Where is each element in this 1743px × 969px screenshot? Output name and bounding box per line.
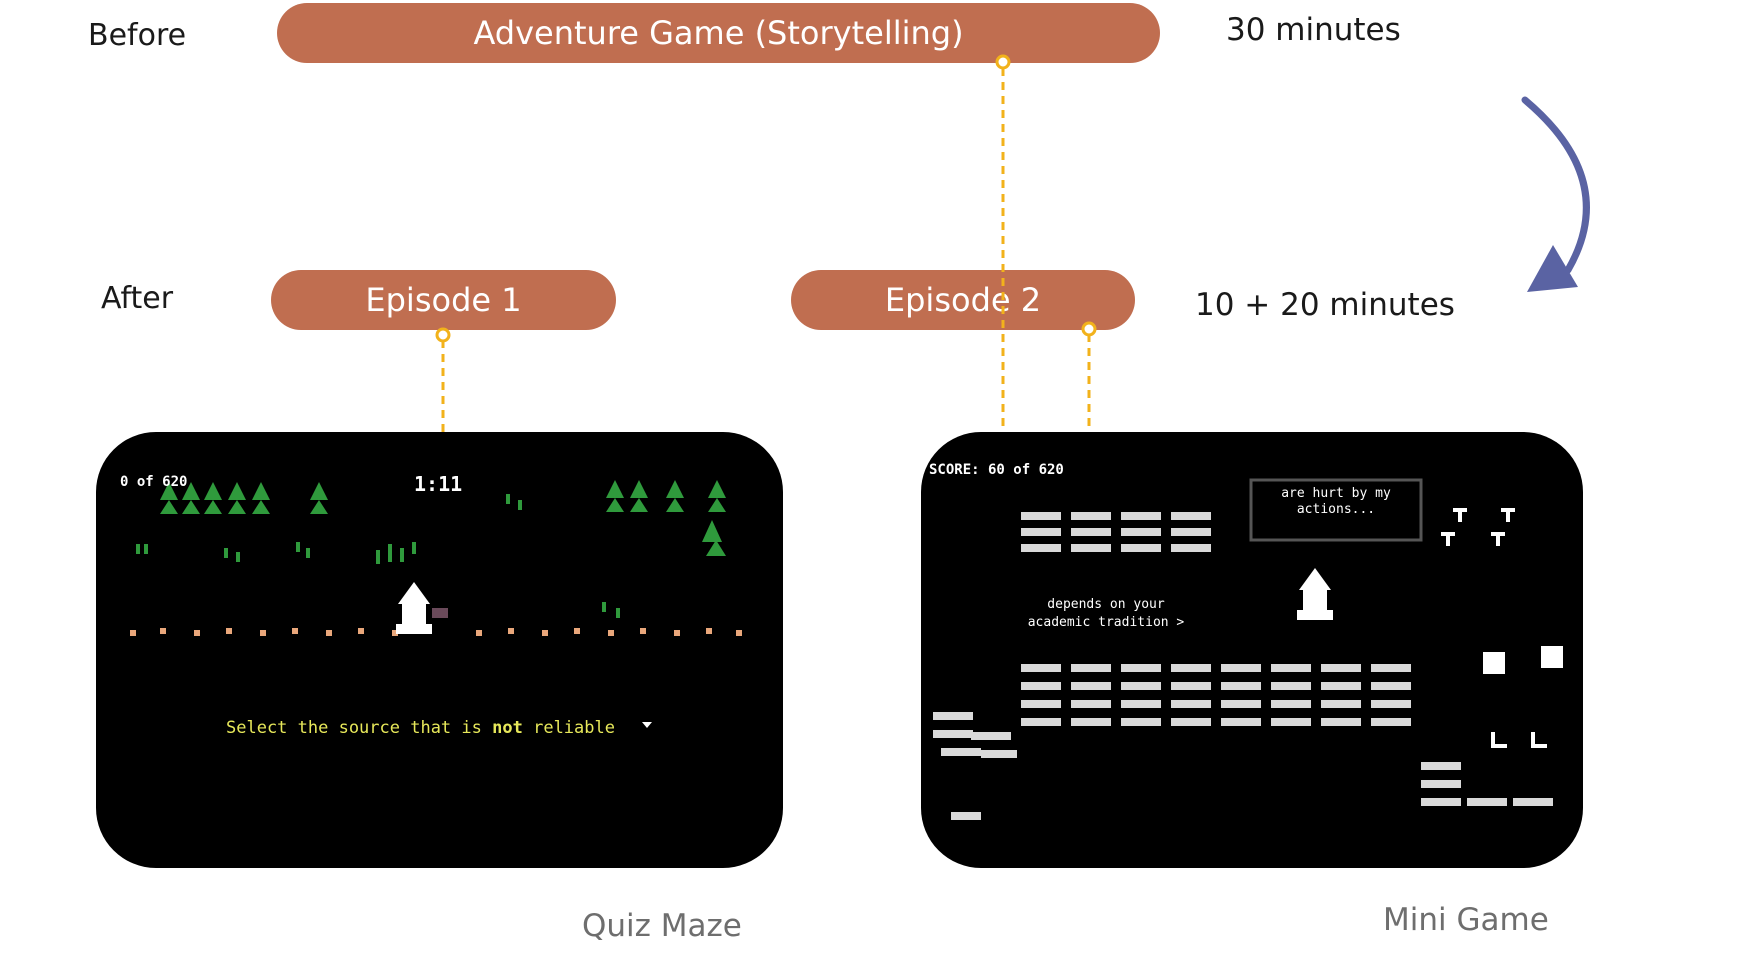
connector-dot-episode1 [435, 327, 451, 343]
adventure-game-title: Adventure Game (Storytelling) [473, 14, 964, 52]
ghost-enemy-icon [1483, 646, 1563, 674]
dialog-box [1249, 478, 1423, 542]
quiz-prompt-emph: not [492, 718, 523, 738]
wizard-character-icon [1297, 568, 1333, 620]
before-duration: 30 minutes [1226, 12, 1401, 48]
quiz-score: 0 of 620 [120, 474, 188, 490]
quiz-prompt-post: reliable [533, 718, 615, 738]
grass-sprites [136, 494, 620, 618]
adventure-game-pill: Adventure Game (Storytelling) [277, 3, 1160, 63]
quiz-maze-screenshot: 0 of 620 1:11 Select the source that is … [96, 432, 783, 868]
tree-cluster-icon [160, 480, 726, 556]
mini-game-caption: Mini Game [1383, 902, 1549, 938]
connector-dot-adventure [995, 54, 1011, 70]
connector-dot-episode2 [1081, 321, 1097, 337]
quiz-maze-scene [130, 480, 742, 728]
dialog-line-2: actions... [1296, 502, 1376, 517]
wizard-character-icon [396, 582, 448, 634]
maze-path-dots [130, 628, 742, 636]
mini-game-scene [933, 478, 1563, 820]
hint-line-2: academic tradition > [1027, 615, 1185, 630]
quiz-prompt-pre: Select the source that is [226, 718, 482, 738]
mini-game-dialog-text: are hurt by my actions... [1251, 486, 1421, 518]
dialog-line-1: are hurt by my [1281, 486, 1391, 501]
mini-game-screenshot: SCORE: 60 of 620 are hurt by my actions.… [921, 432, 1583, 868]
after-label: After [101, 281, 174, 316]
episode-2-pill: Episode 2 [791, 270, 1135, 330]
episode-1-pill: Episode 1 [271, 270, 616, 330]
hint-line-1: depends on your [1047, 597, 1165, 612]
episode-2-title: Episode 2 [884, 281, 1042, 319]
connector-dots [435, 54, 1097, 343]
quiz-prompt: Select the source that is not reliable [226, 718, 615, 738]
quiz-maze-caption: Quiz Maze [582, 908, 742, 944]
brick-walls [933, 512, 1553, 820]
after-duration: 10 + 20 minutes [1195, 287, 1455, 323]
continue-arrow-icon [642, 722, 652, 728]
pillar-sprites [1441, 508, 1547, 748]
episode-1-title: Episode 1 [365, 281, 522, 319]
before-label: Before [88, 18, 187, 53]
mini-game-hint-text: depends on your academic tradition > [1011, 596, 1201, 632]
quiz-timer: 1:11 [414, 472, 463, 496]
connector-lines [441, 68, 1091, 432]
mini-game-score: SCORE: 60 of 620 [929, 462, 1064, 478]
transition-arrow-icon [1521, 96, 1590, 292]
